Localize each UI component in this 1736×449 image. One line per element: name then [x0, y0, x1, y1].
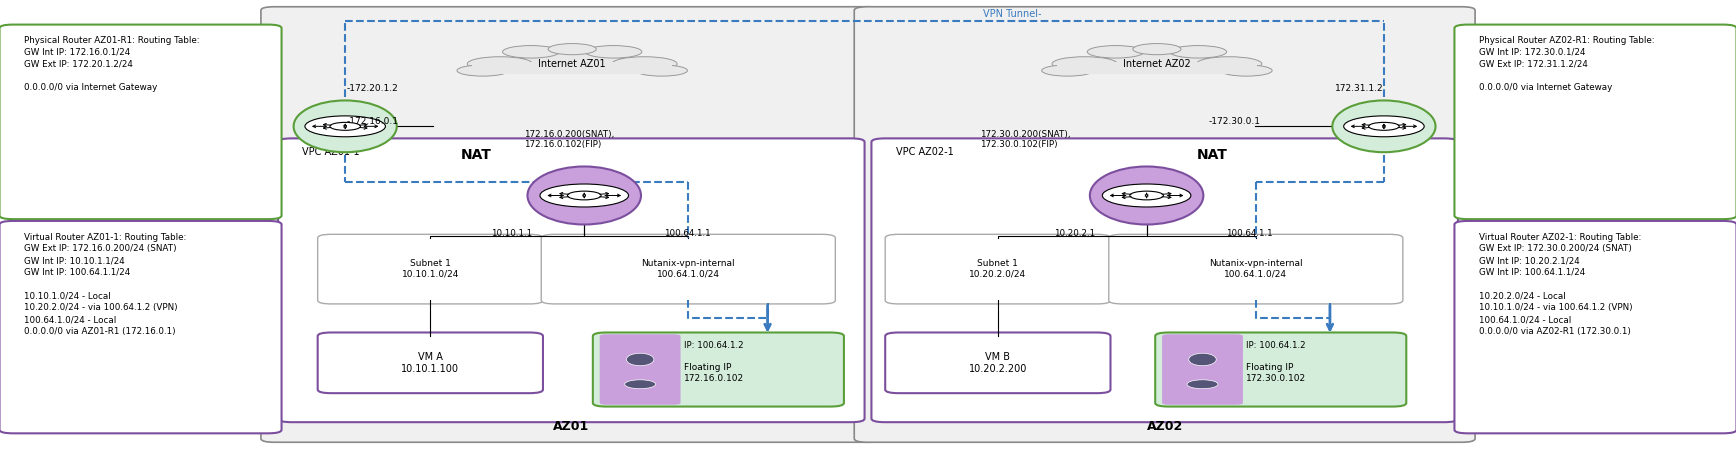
- Ellipse shape: [1344, 116, 1424, 137]
- FancyBboxPatch shape: [885, 333, 1111, 393]
- FancyBboxPatch shape: [318, 234, 543, 304]
- Text: Virtual Router AZ01-1: Routing Table:
GW Ext IP: 172.16.0.200/24 (SNAT)
GW Int I: Virtual Router AZ01-1: Routing Table: GW…: [24, 233, 186, 336]
- Ellipse shape: [467, 57, 533, 71]
- FancyBboxPatch shape: [1455, 221, 1736, 433]
- FancyBboxPatch shape: [871, 138, 1458, 422]
- Text: Internet AZ02: Internet AZ02: [1123, 59, 1191, 69]
- FancyBboxPatch shape: [1057, 62, 1257, 74]
- Text: VPN Tunnel-: VPN Tunnel-: [983, 9, 1042, 19]
- Text: Subnet 1
10.10.1.0/24: Subnet 1 10.10.1.0/24: [401, 260, 458, 279]
- Ellipse shape: [1187, 380, 1219, 389]
- FancyBboxPatch shape: [260, 7, 882, 442]
- Text: Floating IP
172.30.0.102: Floating IP 172.30.0.102: [1246, 363, 1307, 383]
- Ellipse shape: [306, 116, 385, 137]
- FancyBboxPatch shape: [0, 221, 281, 433]
- Ellipse shape: [502, 45, 559, 58]
- FancyBboxPatch shape: [1109, 234, 1403, 304]
- Text: 100.64.1.1: 100.64.1.1: [665, 229, 710, 238]
- Ellipse shape: [1106, 52, 1208, 72]
- Text: VM B
10.20.2.200: VM B 10.20.2.200: [969, 352, 1028, 374]
- Ellipse shape: [1332, 101, 1436, 152]
- Ellipse shape: [611, 57, 677, 71]
- Text: -172.30.0.1: -172.30.0.1: [1208, 117, 1260, 126]
- Ellipse shape: [585, 45, 642, 58]
- Text: Physical Router AZ02-R1: Routing Table:
GW Int IP: 172.30.0.1/24
GW Ext IP: 172.: Physical Router AZ02-R1: Routing Table: …: [1479, 36, 1654, 92]
- Text: Nutanix-vpn-internal
100.64.1.0/24: Nutanix-vpn-internal 100.64.1.0/24: [642, 260, 734, 279]
- Text: -172.16.0.1: -172.16.0.1: [347, 117, 399, 126]
- FancyBboxPatch shape: [592, 333, 844, 406]
- Text: 172.30.0.200(SNAT),
172.30.0.102(FIP): 172.30.0.200(SNAT), 172.30.0.102(FIP): [979, 130, 1071, 150]
- Ellipse shape: [1052, 57, 1118, 71]
- Text: 100.64.1.1: 100.64.1.1: [1226, 229, 1272, 238]
- Ellipse shape: [1196, 57, 1262, 71]
- Ellipse shape: [625, 380, 656, 389]
- Ellipse shape: [1189, 353, 1217, 366]
- FancyBboxPatch shape: [278, 138, 865, 422]
- Text: AZ02: AZ02: [1146, 420, 1182, 433]
- Ellipse shape: [549, 44, 595, 55]
- Text: IP: 100.64.1.2: IP: 100.64.1.2: [684, 340, 743, 349]
- Text: Subnet 1
10.20.2.0/24: Subnet 1 10.20.2.0/24: [969, 260, 1026, 279]
- Ellipse shape: [627, 353, 654, 366]
- Text: NAT: NAT: [460, 148, 491, 163]
- Text: 10.10.1.1: 10.10.1.1: [491, 229, 533, 238]
- FancyBboxPatch shape: [0, 25, 281, 219]
- Ellipse shape: [1220, 65, 1272, 76]
- FancyBboxPatch shape: [472, 62, 672, 74]
- Text: NAT: NAT: [1196, 148, 1227, 163]
- FancyBboxPatch shape: [318, 333, 543, 393]
- Text: Virtual Router AZ02-1: Routing Table:
GW Ext IP: 172.30.0.200/24 (SNAT)
GW Int I: Virtual Router AZ02-1: Routing Table: GW…: [1479, 233, 1641, 336]
- Ellipse shape: [330, 123, 361, 130]
- Text: 172.31.1.2: 172.31.1.2: [1335, 84, 1384, 93]
- Ellipse shape: [635, 65, 687, 76]
- Text: -172.20.1.2: -172.20.1.2: [347, 84, 399, 93]
- Text: VPC AZ02-1: VPC AZ02-1: [896, 147, 953, 157]
- Text: IP: 100.64.1.2: IP: 100.64.1.2: [1246, 340, 1305, 349]
- FancyBboxPatch shape: [1455, 25, 1736, 219]
- Ellipse shape: [457, 65, 509, 76]
- FancyBboxPatch shape: [885, 234, 1111, 304]
- FancyBboxPatch shape: [1161, 334, 1243, 405]
- Ellipse shape: [293, 101, 398, 152]
- Text: Nutanix-vpn-internal
100.64.1.0/24: Nutanix-vpn-internal 100.64.1.0/24: [1208, 260, 1302, 279]
- Ellipse shape: [1042, 65, 1094, 76]
- FancyBboxPatch shape: [1154, 333, 1406, 406]
- FancyBboxPatch shape: [599, 334, 681, 405]
- Text: 172.16.0.200(SNAT),
172.16.0.102(FIP): 172.16.0.200(SNAT), 172.16.0.102(FIP): [524, 130, 615, 150]
- Ellipse shape: [1130, 191, 1163, 200]
- FancyBboxPatch shape: [854, 7, 1476, 442]
- Text: Physical Router AZ01-R1: Routing Table:
GW Int IP: 172.16.0.1/24
GW Ext IP: 172.: Physical Router AZ01-R1: Routing Table: …: [24, 36, 200, 92]
- Ellipse shape: [1090, 167, 1203, 224]
- Ellipse shape: [1102, 184, 1191, 207]
- Ellipse shape: [521, 52, 623, 72]
- Ellipse shape: [540, 184, 628, 207]
- Ellipse shape: [1087, 45, 1144, 58]
- Ellipse shape: [528, 167, 641, 224]
- Ellipse shape: [568, 191, 601, 200]
- Text: AZ01: AZ01: [554, 420, 590, 433]
- Ellipse shape: [1134, 44, 1180, 55]
- Text: Floating IP
172.16.0.102: Floating IP 172.16.0.102: [684, 363, 745, 383]
- Text: Internet AZ01: Internet AZ01: [538, 59, 606, 69]
- Ellipse shape: [1368, 123, 1399, 130]
- Text: 10.20.2.1: 10.20.2.1: [1054, 229, 1095, 238]
- Ellipse shape: [1170, 45, 1227, 58]
- Text: VM A
10.10.1.100: VM A 10.10.1.100: [401, 352, 460, 374]
- Text: VPC AZ01-1: VPC AZ01-1: [302, 147, 359, 157]
- FancyBboxPatch shape: [542, 234, 835, 304]
